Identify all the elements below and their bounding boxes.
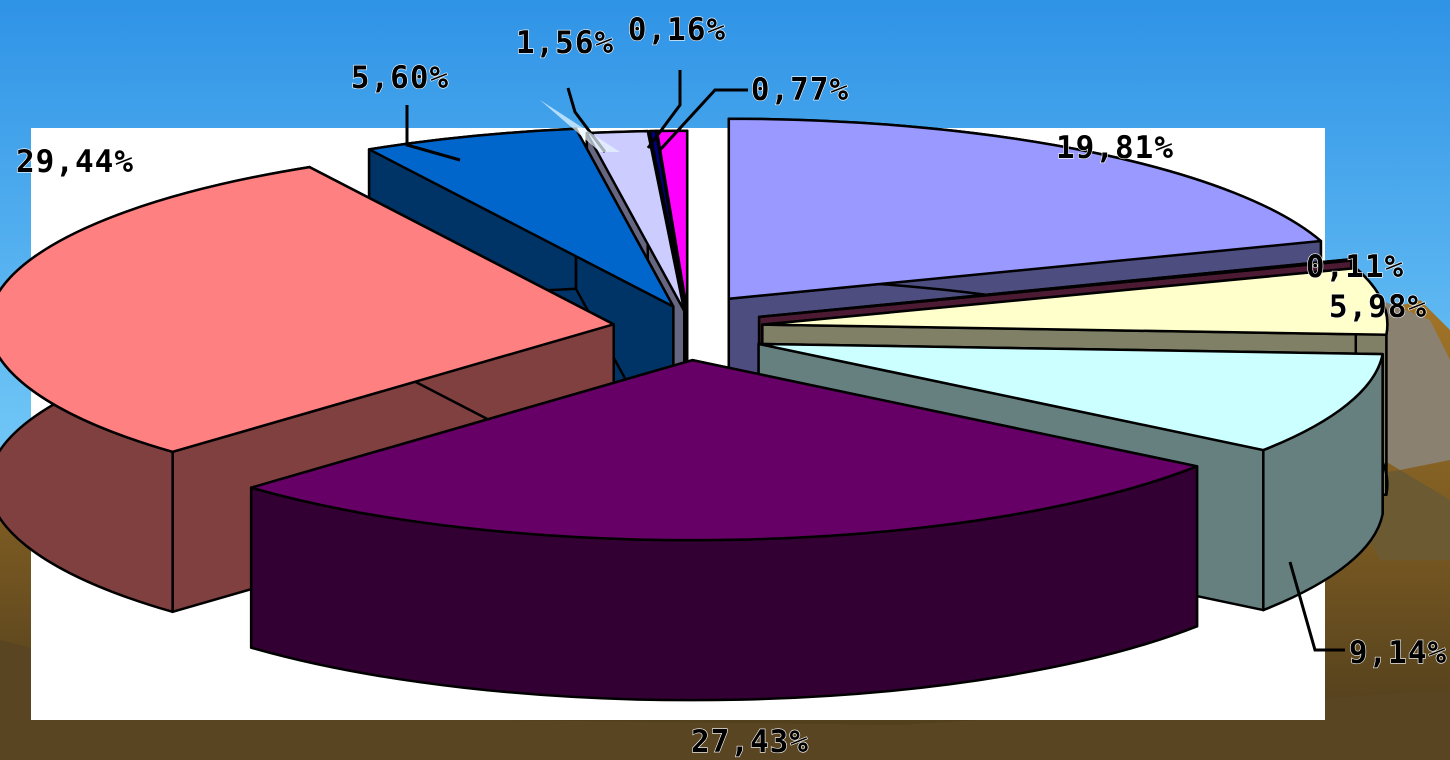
leader-line-0-16 (646, 70, 682, 149)
leader-line-0-77 (658, 88, 748, 152)
data-label-5-98-: 5,98% (1329, 289, 1427, 325)
slice-top-face (757, 258, 1354, 319)
data-label-0-11-: 0,11% (1306, 249, 1404, 285)
data-label-0-16-: 0,16% (628, 12, 726, 48)
slice-top-face (249, 358, 1199, 542)
data-label-29-44-: 29,44% (16, 144, 134, 180)
slice-top-face (648, 129, 688, 313)
slice-top-face (0, 165, 615, 454)
pie-slice-27-43- (249, 358, 1199, 702)
slice-top-face (727, 117, 1323, 300)
slice-top-face (761, 266, 1389, 337)
slice-top-face (757, 342, 1384, 452)
data-label-9-14-: 9,14% (1349, 635, 1447, 671)
data-label-0-77-: 0,77% (751, 72, 849, 108)
data-label-27-43-: 27,43% (691, 724, 809, 760)
slice-top-face (367, 127, 675, 308)
leader-line-5-60 (405, 105, 461, 162)
callout-wedge (540, 100, 620, 152)
data-label-5-60-: 5,60% (351, 60, 449, 96)
data-label-19-81-: 19,81% (1056, 130, 1174, 166)
data-label-1-56-: 1,56% (516, 25, 614, 61)
leader-line-9-14 (1288, 561, 1345, 652)
